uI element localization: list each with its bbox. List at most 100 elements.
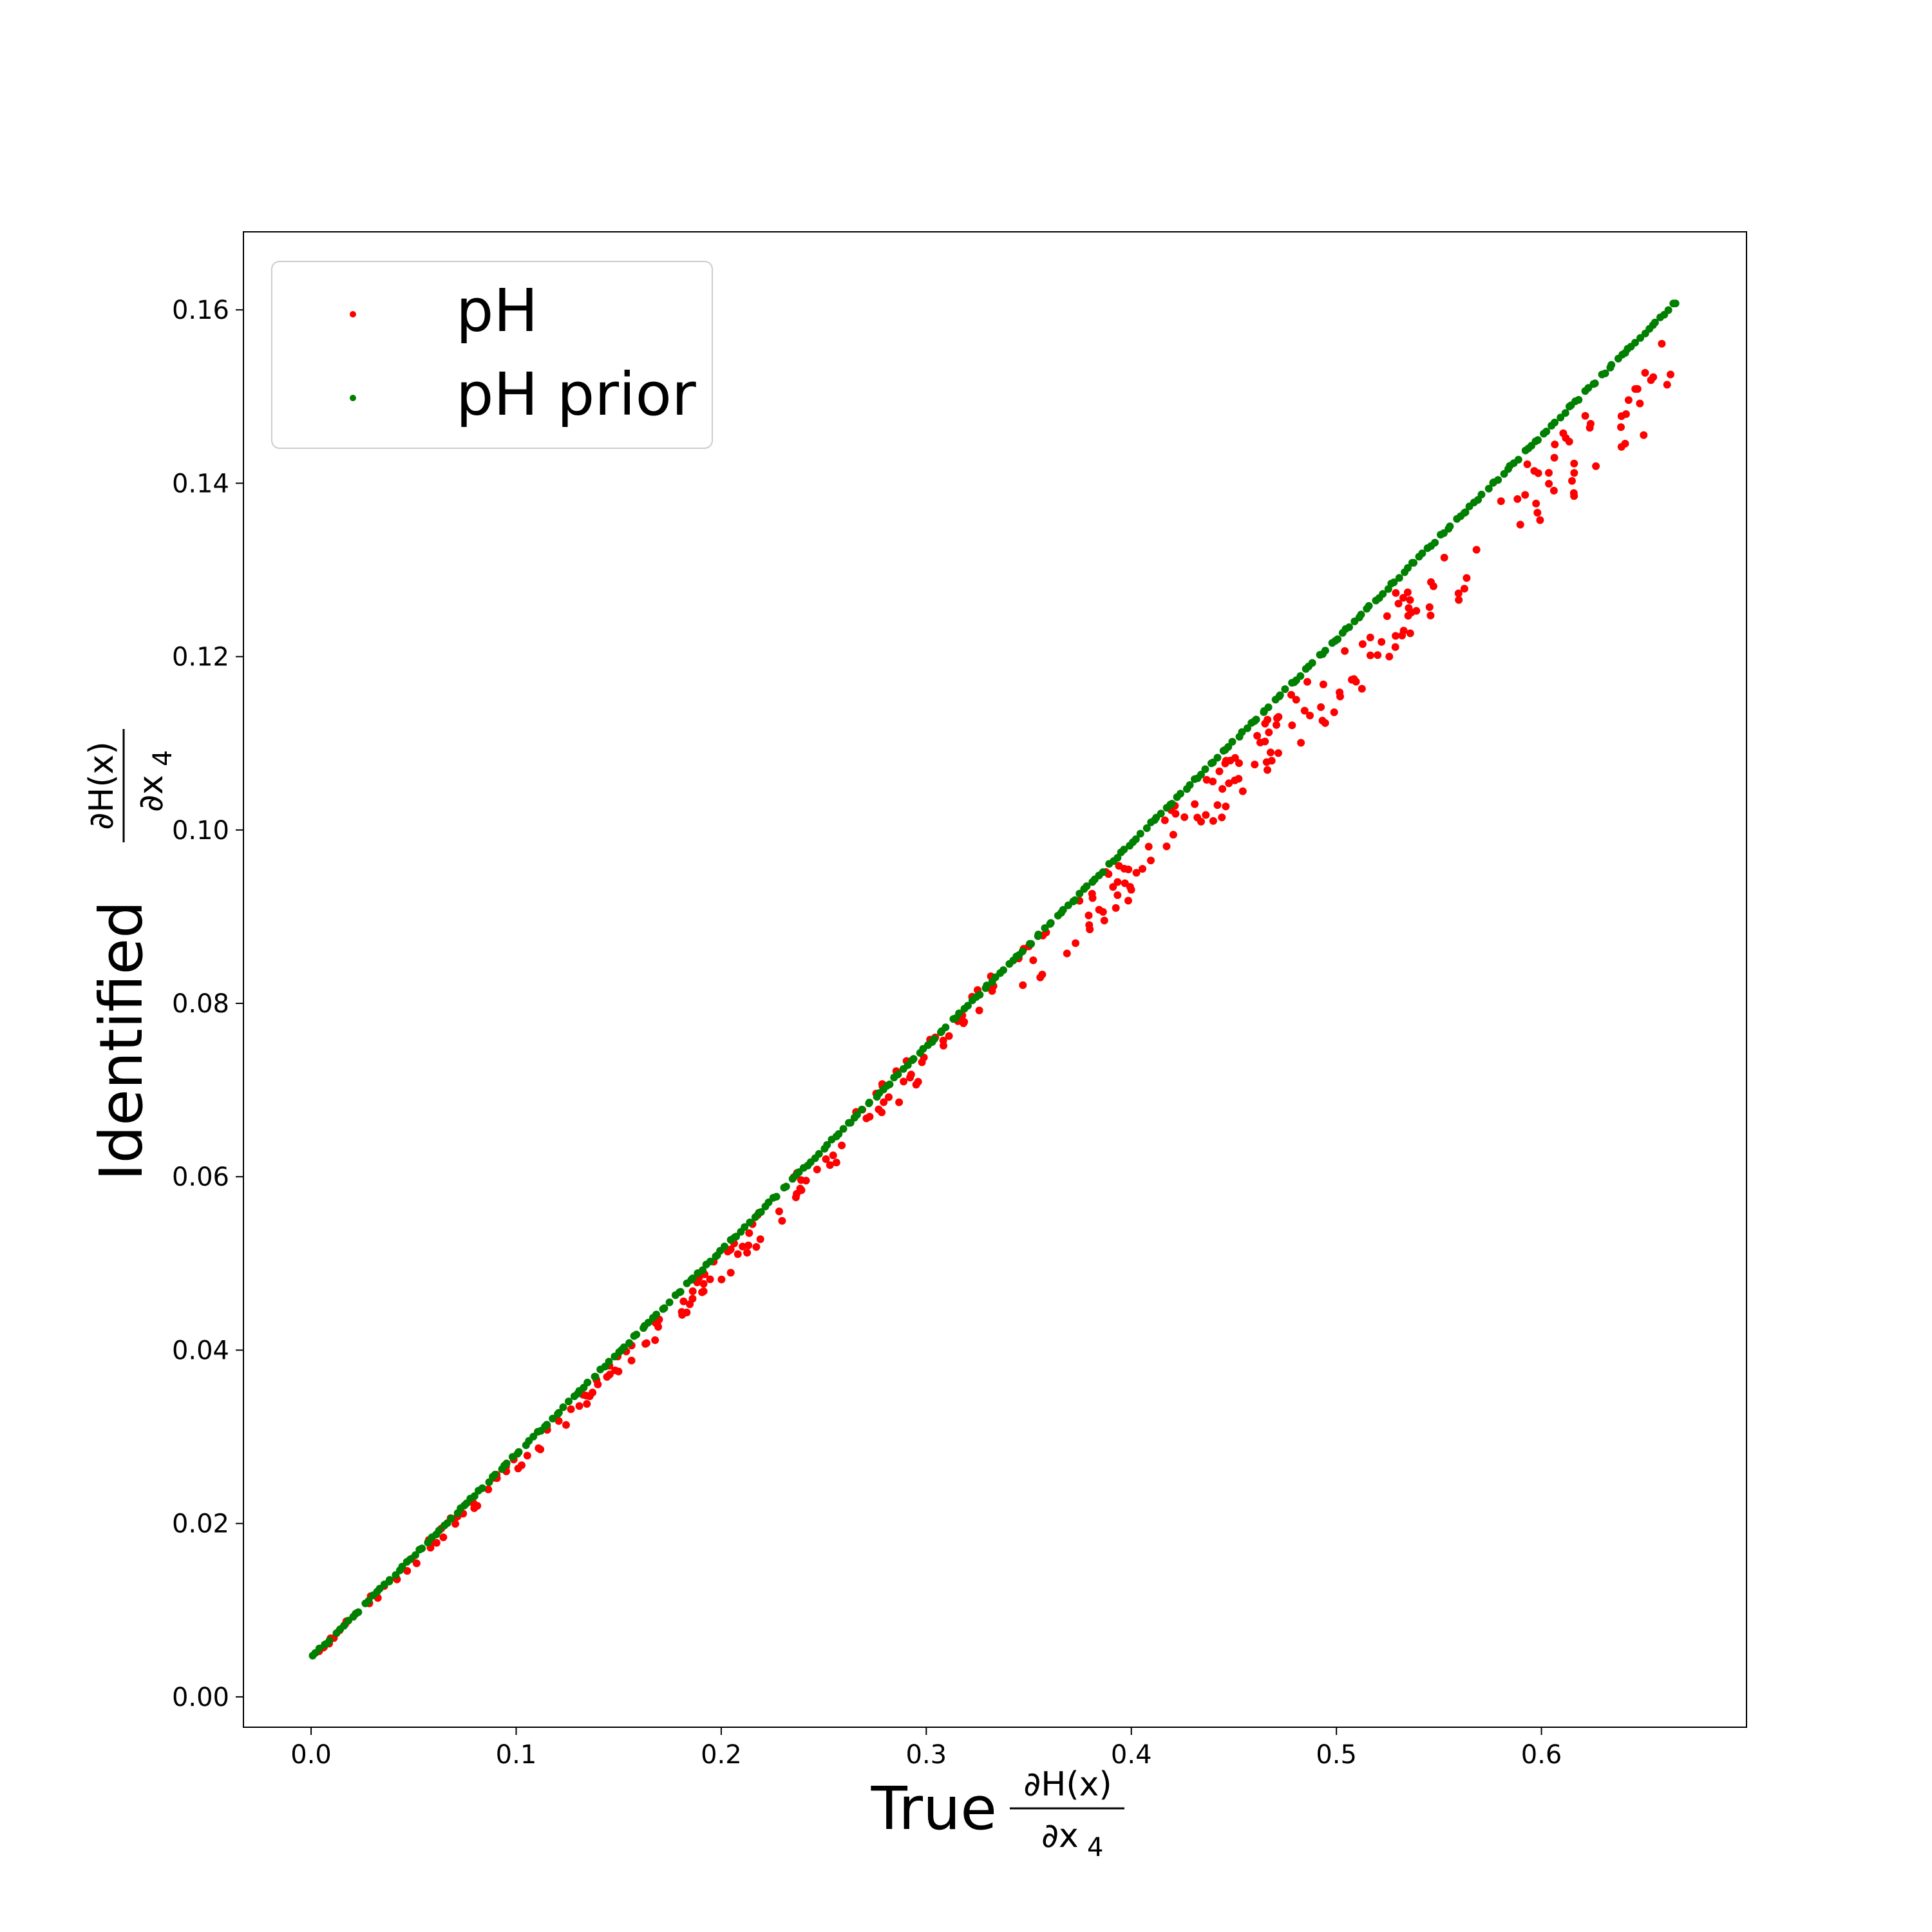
ph-point (439, 1533, 448, 1542)
ph-point (832, 1159, 840, 1167)
ph-prior-point (1664, 306, 1672, 314)
ph-point (1641, 368, 1649, 377)
ph-point (1472, 545, 1481, 554)
ph-prior-point (1390, 578, 1398, 587)
ph-prior-point (1157, 810, 1165, 818)
ph-point (1265, 728, 1273, 737)
x-axis-label-text: True (871, 1774, 997, 1843)
ph-prior-point (853, 1110, 861, 1119)
x-tick-label: 0.5 (1316, 1740, 1357, 1770)
ph-prior-point (1252, 715, 1260, 724)
ph-point (1213, 801, 1222, 810)
ph-prior-point (963, 1001, 972, 1010)
ph-point (726, 1269, 735, 1277)
ph-point (1127, 886, 1135, 894)
ph-point (1399, 594, 1407, 602)
ph-prior-point (354, 1608, 363, 1616)
ph-point (1455, 596, 1463, 604)
ph-point (1095, 905, 1103, 914)
ph-point (1297, 739, 1305, 747)
ph-point (1385, 652, 1394, 661)
ph-point (1288, 721, 1296, 730)
ph-prior-point (1542, 428, 1551, 435)
ph-point (1124, 896, 1132, 905)
ph-prior-point (652, 1311, 661, 1319)
ph-point (1366, 651, 1374, 659)
ph-prior-point (559, 1403, 567, 1412)
y-tick-label: 0.16 (172, 296, 229, 325)
y-axis-derivative-numerator: ∂H(x) (82, 741, 121, 829)
legend-marker-ph-prior (350, 395, 356, 401)
ph-prior-point (1651, 318, 1659, 327)
ph-prior-point (706, 1257, 714, 1265)
ph-point (1559, 429, 1567, 437)
ph-point (1406, 596, 1414, 604)
ph-prior-point (1296, 672, 1305, 680)
ph-point (945, 1032, 953, 1040)
ph-prior-point (835, 1130, 843, 1138)
ph-prior-point (909, 1055, 918, 1063)
y-tick-label: 0.08 (172, 989, 229, 1019)
ph-point (829, 1151, 837, 1159)
ph-point (739, 1242, 747, 1251)
ph-prior-point (447, 1514, 455, 1522)
ph-prior-point (1132, 835, 1140, 844)
ph-point (1218, 785, 1227, 793)
ph-point (744, 1241, 753, 1249)
ph-prior-point (942, 1023, 950, 1032)
ph-point (1516, 520, 1524, 529)
ph-prior-point (470, 1492, 478, 1501)
y-tick-label: 0.14 (172, 469, 229, 498)
ph-point (603, 1373, 611, 1381)
ph-point (906, 1074, 914, 1082)
ph-point (1321, 719, 1329, 727)
ph-point (1403, 588, 1412, 596)
ph-point (1581, 412, 1589, 420)
ph-point (535, 1444, 543, 1452)
ph-point (1429, 582, 1437, 591)
ph-point (862, 1114, 871, 1122)
ph-prior-point (930, 1035, 938, 1043)
ph-prior-point (782, 1182, 790, 1191)
ph-point (1407, 609, 1416, 616)
ph-prior-point (644, 1318, 652, 1327)
ph-prior-point (1177, 790, 1184, 798)
ph-point (1569, 489, 1578, 497)
ph-prior-point (1120, 846, 1128, 854)
ph-point (1392, 632, 1400, 640)
ph-point (1406, 629, 1414, 638)
ph-point (1171, 810, 1180, 818)
y-axis-label: Identified ∂H(x) ∂x 4 (82, 729, 178, 1181)
ph-point (1366, 633, 1374, 641)
ph-prior-point (757, 1208, 765, 1216)
ph-point (1533, 509, 1542, 517)
ph-point (1592, 462, 1600, 470)
x-axis-derivative-subscript: 4 (1087, 1833, 1103, 1862)
ph-prior-point (1461, 508, 1470, 516)
ph-point (1317, 703, 1325, 711)
ph-prior-point (1575, 395, 1583, 404)
x-tick-label: 0.3 (906, 1740, 947, 1770)
ph-point (1586, 420, 1595, 428)
ph-prior-point (1494, 476, 1502, 484)
ph-prior-point (1213, 753, 1222, 762)
ph-prior-point (865, 1099, 873, 1106)
ph-prior-point (418, 1544, 426, 1553)
ph-point (1113, 878, 1122, 886)
ph-point (1647, 376, 1655, 384)
ph-prior-point (983, 981, 991, 990)
ph-point (1551, 440, 1559, 449)
data-points (308, 299, 1680, 1660)
ph-point (975, 1007, 983, 1014)
ph-point (1209, 777, 1217, 786)
ph-prior-point (732, 1233, 741, 1241)
ph-point (1202, 775, 1211, 784)
ph-prior-point (1059, 905, 1067, 914)
ph-point (679, 1297, 688, 1305)
ph-prior-point (1018, 947, 1027, 956)
ph-prior-point (412, 1551, 419, 1559)
ph-prior-point (1046, 919, 1055, 927)
ph-prior-point (1410, 558, 1418, 567)
ph-prior-point (772, 1193, 781, 1201)
plot-frame (243, 231, 1747, 1728)
